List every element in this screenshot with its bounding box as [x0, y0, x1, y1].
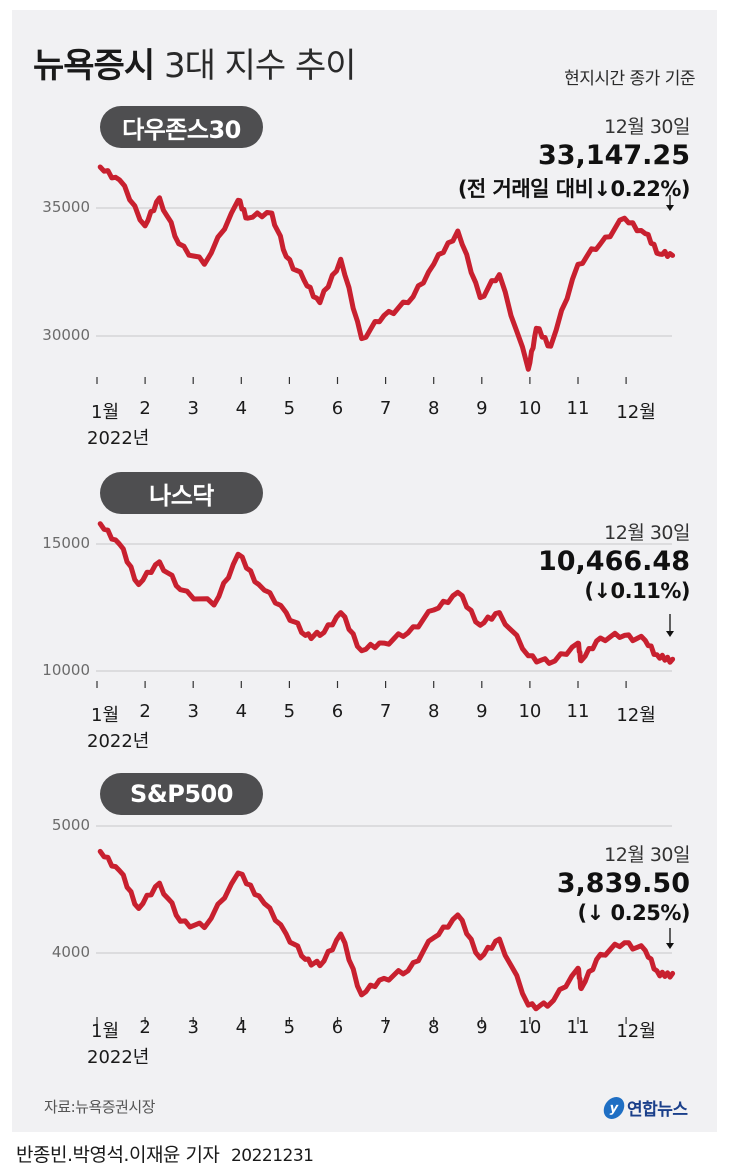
- x-tick-label: 1월: [90, 1021, 120, 1042]
- x-tick-label: 6: [331, 398, 344, 419]
- yonhap-logo: y 연합뉴스: [601, 1095, 688, 1120]
- y-tick-label: 30000: [42, 326, 90, 344]
- title-light: 3대 지수 추이: [163, 46, 357, 86]
- index-name-pill: 나스닥: [100, 472, 263, 514]
- year-label: 2022년: [87, 1047, 150, 1068]
- x-tick-label: 12월: [616, 1021, 656, 1042]
- x-tick-label: 9: [476, 1017, 488, 1038]
- y-tick-label: 4000: [51, 943, 90, 961]
- source-note: 자료:뉴욕증권시장: [44, 1098, 155, 1116]
- annotation-date: 12월 30일: [604, 116, 690, 138]
- byline-authors: 반종빈.박영석.이재윤 기자: [16, 1144, 220, 1166]
- x-tick-label: 8: [427, 1017, 440, 1038]
- annotation-value: 33,147.25: [537, 140, 690, 171]
- latest-value-annotation: 12월 30일 10,466.48 (↓0.11%): [537, 518, 691, 603]
- x-tick-label: 3: [187, 701, 199, 722]
- price-basis-note: 현지시간 종가 기준: [564, 69, 695, 89]
- page-title: 뉴욕증시 3대 지수 추이: [33, 38, 357, 87]
- x-tick-label: 3: [187, 1017, 199, 1038]
- x-tick-label: 1월: [90, 402, 120, 423]
- index-line: [97, 848, 676, 1012]
- x-tick-label: 6: [331, 1017, 344, 1038]
- x-tick-label: 12월: [616, 705, 656, 726]
- y-tick-label: 35000: [42, 198, 90, 216]
- annotation-date: 12월 30일: [604, 844, 690, 866]
- yonhap-logo-icon: y: [601, 1096, 627, 1119]
- x-tick-label: 8: [427, 701, 440, 722]
- annotation-date: 12월 30일: [604, 522, 690, 544]
- x-tick-label: 9: [476, 398, 488, 419]
- x-tick-label: 2: [139, 1017, 151, 1038]
- x-tick-label: 4: [235, 701, 248, 722]
- x-tick-label: 12월: [616, 402, 656, 423]
- x-tick-label: 4: [235, 1017, 248, 1038]
- x-tick-label: 2: [139, 398, 151, 419]
- index-name-pill: S&P500: [100, 773, 263, 815]
- title-bold: 뉴욕증시: [33, 46, 155, 86]
- x-tick-label: 11: [566, 701, 590, 722]
- arrow-down-icon: [666, 943, 674, 949]
- latest-value-annotation: 12월 30일 3,839.50 (↓ 0.25%): [556, 840, 691, 925]
- annotation-change: (전 거래일 대비↓0.22%): [457, 177, 691, 201]
- x-tick-label: 10: [518, 701, 542, 722]
- arrow-down-icon: [666, 631, 674, 637]
- byline-date: 20221231: [230, 1146, 314, 1166]
- index-name-pill: 다우존스30: [100, 106, 263, 148]
- annotation-change: (↓0.11%): [584, 579, 690, 603]
- x-tick-label: 8: [427, 398, 440, 419]
- x-tick-label: 10: [518, 398, 542, 419]
- x-tick-label: 3: [187, 398, 199, 419]
- byline: 반종빈.박영석.이재윤 기자 20221231: [16, 1140, 314, 1167]
- x-tick-label: 4: [235, 398, 248, 419]
- logo-text: 연합뉴스: [627, 1100, 688, 1120]
- x-tick-label: 6: [331, 701, 344, 722]
- year-label: 2022년: [87, 731, 150, 752]
- x-tick-label: 7: [379, 701, 392, 722]
- annotation-value: 10,466.48: [537, 546, 690, 577]
- x-tick-label: 5: [283, 1017, 296, 1038]
- index-line: [97, 521, 676, 666]
- annotation-change: (↓ 0.25%): [577, 901, 691, 925]
- y-tick-label: 10000: [42, 661, 90, 679]
- arrow-down-icon: [666, 205, 674, 211]
- annotation-value: 3,839.50: [556, 868, 690, 899]
- y-tick-label: 5000: [51, 816, 90, 834]
- year-label: 2022년: [87, 428, 150, 449]
- x-tick-label: 11: [566, 1017, 590, 1038]
- x-tick-label: 10: [518, 1017, 542, 1038]
- x-tick-label: 9: [476, 701, 488, 722]
- x-tick-label: 7: [379, 398, 392, 419]
- x-tick-label: 5: [283, 701, 296, 722]
- latest-value-annotation: 12월 30일 33,147.25 (전 거래일 대비↓0.22%): [457, 112, 691, 203]
- y-tick-label: 15000: [42, 534, 90, 552]
- x-tick-label: 2: [139, 701, 151, 722]
- x-tick-label: 5: [283, 398, 296, 419]
- x-tick-label: 1월: [90, 705, 120, 726]
- index-line: [97, 164, 676, 372]
- x-tick-label: 7: [379, 1017, 392, 1038]
- x-tick-label: 11: [566, 398, 590, 419]
